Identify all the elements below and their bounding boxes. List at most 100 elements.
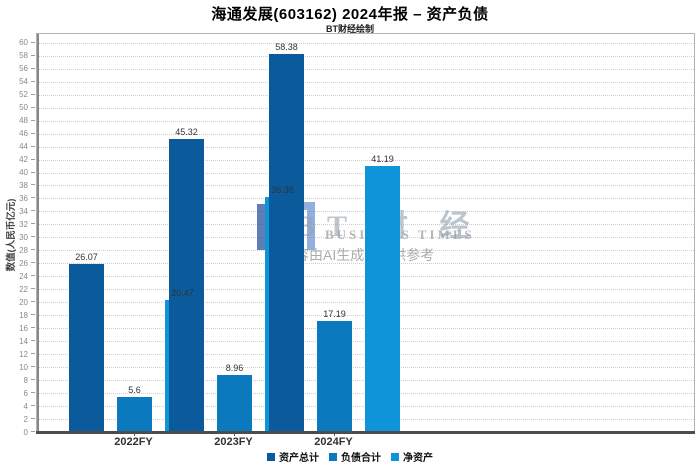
y-tick-label: 50 (19, 103, 28, 113)
y-tick-label: 14 (19, 336, 28, 346)
y-tick-label: 16 (19, 323, 28, 333)
y-tick-mark (31, 197, 35, 199)
bar-2024FY-净资产 (365, 165, 400, 433)
y-tick-mark (31, 171, 35, 173)
y-tick-mark (31, 67, 35, 69)
y-tick-label: 24 (19, 271, 28, 281)
x-tick-mark (133, 432, 135, 436)
y-tick-label: 10 (19, 362, 28, 372)
x-axis-spine (36, 431, 695, 434)
y-tick-label: 52 (19, 90, 28, 100)
bar-value-label: 26.07 (75, 251, 98, 262)
y-tick-label: 2 (23, 414, 28, 424)
y-tick-mark (31, 158, 35, 160)
gridline (39, 146, 694, 148)
y-tick-label: 0 (23, 427, 28, 437)
chart-subtitle: BT财经绘制 (326, 24, 374, 34)
bar-value-label: 41.19 (371, 153, 394, 164)
bar-2022FY-负债合计 (117, 396, 152, 433)
chart-title: 海通发展(603162) 2024年报 – 资产负债 (211, 6, 489, 23)
y-tick-mark (31, 223, 35, 225)
y-tick-label: 44 (19, 142, 28, 152)
bar-value-label: 5.6 (128, 384, 141, 395)
y-tick-mark (31, 80, 35, 82)
y-tick-label: 28 (19, 245, 28, 255)
y-tick-mark (31, 288, 35, 290)
y-tick-label: 6 (23, 388, 28, 398)
y-axis-ticks: 0 2 4 6 8 10 12 14 16 18 20 22 24 26 28 30 32 34 36 38 40 42 4… (0, 33, 36, 437)
legend-label: 净资产 (403, 453, 433, 464)
y-tick-mark (31, 249, 35, 251)
bar-value-label: 8.96 (225, 362, 244, 373)
y-tick-mark (31, 54, 35, 56)
bar-value-label: 36.36 (271, 185, 294, 196)
y-tick-mark (31, 314, 35, 316)
bar-2022FY-资产总计 (69, 263, 104, 433)
y-tick-mark (31, 93, 35, 95)
bar-2024FY-资产总计 (269, 54, 304, 433)
y-tick-mark (31, 262, 35, 264)
y-tick-mark (31, 210, 35, 212)
y-tick-label: 42 (19, 155, 28, 165)
legend: 资产总计 负债合计 净资产 (0, 449, 700, 464)
gridline (39, 55, 694, 57)
bar-value-label: 17.19 (323, 309, 346, 320)
y-tick-mark (31, 405, 35, 407)
gridline (39, 42, 694, 44)
plot-area: BT 财 经 BUSINESS TIMES 内容由AI生成，仅供参考 26.07… (36, 33, 695, 434)
y-tick-label: 30 (19, 232, 28, 242)
y-tick-label: 40 (19, 168, 28, 177)
y-tick-mark (31, 119, 35, 121)
y-tick-label: 58 (19, 51, 28, 61)
y-tick-label: 60 (19, 38, 28, 48)
y-tick-mark (31, 431, 35, 432)
legend-label: 资产总计 (279, 453, 319, 464)
y-tick-mark (31, 353, 35, 355)
y-tick-label: 46 (19, 129, 28, 139)
y-tick-mark (31, 236, 35, 238)
y-tick-label: 4 (23, 401, 28, 411)
y-tick-label: 8 (23, 375, 28, 385)
bar-2023FY-负债合计 (217, 374, 252, 433)
gridline (39, 159, 694, 161)
y-tick-mark (31, 392, 35, 394)
legend-item-资产总计: 资产总计 (267, 449, 319, 464)
gridline (39, 107, 694, 109)
y-tick-label: 56 (19, 64, 28, 74)
y-tick-label: 36 (19, 193, 28, 203)
legend-label: 负债合计 (341, 453, 381, 464)
y-tick-label: 18 (19, 310, 28, 320)
legend-item-负债合计: 负债合计 (329, 449, 381, 464)
y-tick-mark (31, 366, 35, 368)
y-tick-mark (31, 418, 35, 420)
y-tick-mark (31, 145, 35, 147)
y-tick-mark (31, 275, 35, 277)
y-tick-label: 32 (19, 219, 28, 229)
y-tick-label: 48 (19, 116, 28, 126)
y-tick-mark (31, 184, 35, 186)
gridline (39, 81, 694, 83)
x-tick-label-2023FY: 2023FY (214, 436, 253, 448)
gridline (39, 94, 694, 96)
y-tick-mark (31, 340, 35, 342)
bar-value-label: 20.47 (171, 288, 194, 299)
y-tick-mark (31, 132, 35, 134)
gridline (39, 133, 694, 135)
y-tick-mark (31, 379, 35, 381)
y-tick-label: 38 (19, 180, 28, 190)
y-tick-mark (31, 106, 35, 108)
y-tick-mark (31, 327, 35, 329)
y-tick-mark (31, 301, 35, 303)
legend-swatch (267, 452, 275, 461)
x-tick-label-2024FY: 2024FY (314, 436, 353, 448)
legend-item-净资产: 净资产 (391, 449, 433, 464)
bar-value-label: 45.32 (175, 126, 198, 137)
x-tick-label-2022FY: 2022FY (114, 436, 153, 448)
legend-swatch (329, 452, 337, 461)
gridline (39, 120, 694, 122)
x-tick-mark (233, 432, 235, 436)
y-tick-label: 22 (19, 284, 28, 294)
legend-swatch (391, 452, 399, 461)
y-axis-spine (37, 34, 39, 433)
